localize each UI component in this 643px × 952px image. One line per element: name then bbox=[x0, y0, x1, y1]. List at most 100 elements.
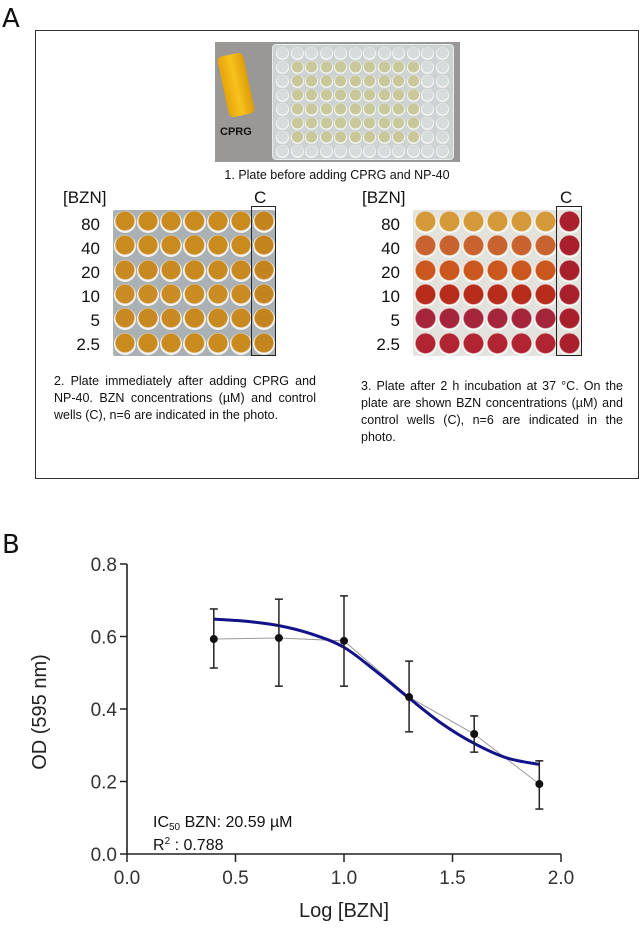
plate1-well bbox=[348, 89, 362, 102]
x-tick-label: 2.0 bbox=[548, 868, 574, 889]
plate1-well bbox=[435, 61, 449, 74]
sample-well bbox=[160, 284, 183, 307]
concentration-label: 40 bbox=[81, 239, 100, 258]
plate1-well bbox=[348, 75, 362, 88]
plate1-well bbox=[305, 61, 318, 74]
sample-well bbox=[438, 332, 461, 356]
plate1-well bbox=[377, 145, 391, 158]
plate1-well bbox=[392, 61, 405, 74]
plate1-well bbox=[377, 117, 391, 130]
sample-well bbox=[114, 259, 137, 282]
plate1-well bbox=[363, 89, 376, 102]
plate1-well bbox=[377, 75, 391, 88]
sample-well bbox=[510, 259, 533, 283]
plate1-well bbox=[435, 47, 449, 60]
x-axis-label: Log [BZN] bbox=[299, 900, 389, 922]
plate1-well bbox=[392, 75, 405, 88]
sample-well bbox=[534, 284, 557, 307]
sample-well bbox=[462, 332, 485, 356]
plate1-well bbox=[363, 61, 376, 74]
control-well bbox=[558, 308, 581, 332]
photo-plate-before: CPRG bbox=[215, 42, 460, 162]
sample-well bbox=[438, 259, 461, 283]
plate2-concentration-labels: 80 40 20 10 5 2.5 bbox=[60, 213, 100, 357]
plate1-well bbox=[276, 145, 289, 158]
plate3-control-header: C bbox=[560, 188, 573, 207]
plate1-well bbox=[334, 89, 347, 102]
sample-well bbox=[206, 308, 229, 331]
ic50-prefix: IC bbox=[153, 814, 169, 831]
sample-well bbox=[160, 308, 183, 331]
sample-well bbox=[229, 259, 252, 282]
sample-well bbox=[534, 211, 557, 234]
plate1-well bbox=[334, 145, 347, 158]
plate1-well bbox=[421, 47, 434, 60]
ic50-value: BZN: 20.59 µM bbox=[180, 814, 292, 831]
data-point bbox=[274, 633, 283, 642]
plate1-well bbox=[406, 89, 420, 102]
control-well bbox=[252, 284, 275, 307]
plate1-well bbox=[305, 117, 318, 130]
sample-well bbox=[160, 235, 183, 258]
concentration-label: 10 bbox=[81, 287, 100, 306]
plate1-well bbox=[276, 131, 289, 144]
plate1-well bbox=[348, 61, 362, 74]
r2-superscript: 2 bbox=[165, 836, 171, 847]
sample-well bbox=[183, 235, 206, 258]
plate1-well bbox=[276, 117, 289, 130]
sample-well bbox=[160, 332, 183, 355]
plate1-well bbox=[348, 47, 362, 60]
plate3-photo bbox=[413, 206, 582, 356]
plate1-well bbox=[406, 61, 420, 74]
plate1-well bbox=[392, 131, 405, 144]
plate1-well bbox=[319, 117, 333, 130]
plate1-well bbox=[305, 131, 318, 144]
plate1-well bbox=[276, 103, 289, 116]
sample-well bbox=[534, 235, 557, 259]
plate1-well bbox=[421, 131, 434, 144]
r2-value: : 0.788 bbox=[170, 837, 223, 854]
sample-well bbox=[510, 284, 533, 307]
concentration-label: 80 bbox=[81, 215, 100, 234]
sample-well bbox=[114, 211, 137, 234]
control-well bbox=[558, 259, 581, 283]
concentration-label: 10 bbox=[381, 287, 400, 306]
y-tick-label: 0.6 bbox=[91, 628, 117, 649]
sample-well bbox=[183, 211, 206, 234]
sample-well bbox=[137, 259, 160, 282]
x-tick-label: 1.0 bbox=[331, 868, 357, 889]
plate1-well bbox=[334, 117, 347, 130]
sample-well bbox=[486, 235, 509, 259]
y-axis-label: OD (595 nm) bbox=[29, 654, 51, 770]
plate1-well bbox=[276, 47, 289, 60]
plate1-well bbox=[421, 61, 434, 74]
sample-well bbox=[486, 332, 509, 356]
plate1-well bbox=[392, 117, 405, 130]
plate1-well bbox=[435, 145, 449, 158]
plate1-well bbox=[334, 75, 347, 88]
concentration-label: 2.5 bbox=[376, 335, 400, 354]
y-tick-label: 0.0 bbox=[91, 845, 117, 866]
plate1-well bbox=[377, 61, 391, 74]
sample-well bbox=[438, 211, 461, 234]
plate1-well bbox=[319, 131, 333, 144]
plate1-well bbox=[305, 89, 318, 102]
plate1-well bbox=[406, 117, 420, 130]
plate1-well bbox=[348, 131, 362, 144]
plate3-caption: 3. Plate after 2 h incubation at 37 °C. … bbox=[361, 379, 623, 444]
plate1-well bbox=[290, 103, 304, 116]
sample-well bbox=[414, 235, 437, 259]
plate1-well bbox=[435, 131, 449, 144]
sample-well bbox=[486, 259, 509, 283]
control-well bbox=[558, 284, 581, 307]
plate1-well bbox=[421, 75, 434, 88]
control-well bbox=[558, 211, 581, 234]
fit-curve bbox=[213, 617, 540, 766]
plate1-well bbox=[290, 61, 304, 74]
control-column-box bbox=[250, 206, 276, 356]
plate1-well bbox=[377, 103, 391, 116]
plate1-well bbox=[363, 117, 376, 130]
control-well bbox=[252, 332, 275, 355]
plate1-well bbox=[421, 117, 434, 130]
